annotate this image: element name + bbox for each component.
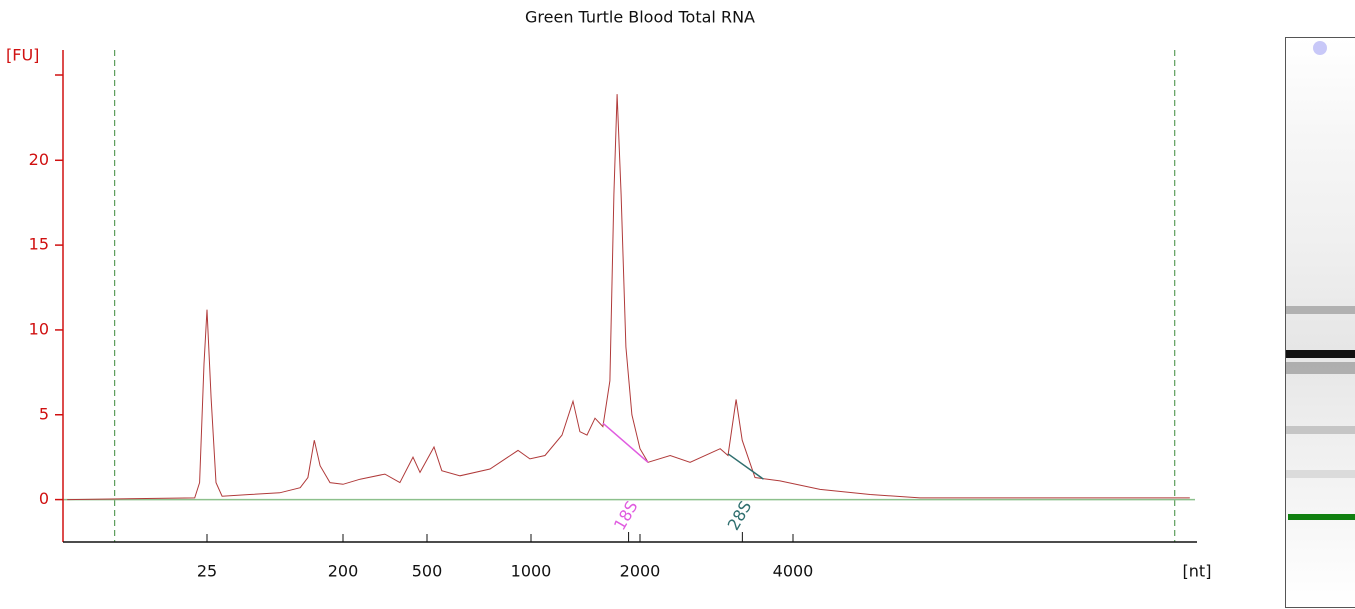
- x-tick-label: 4000: [773, 562, 814, 581]
- chart-title: Green Turtle Blood Total RNA: [525, 8, 755, 27]
- fragment-baseline: [602, 422, 649, 463]
- gel-lane: [1285, 37, 1355, 608]
- y-tick-label: 10: [29, 319, 49, 338]
- y-axis-label: [FU]: [6, 46, 39, 65]
- x-tick-label: 2000: [620, 562, 661, 581]
- x-axis-label: [nt]: [1183, 562, 1212, 581]
- y-tick-label: 20: [29, 150, 49, 169]
- fragment-label: 18S: [610, 498, 642, 534]
- y-tick-label: 0: [39, 489, 49, 508]
- x-tick-label: 500: [412, 562, 443, 581]
- y-tick-label: 15: [29, 235, 49, 254]
- fragment-label: 28S: [724, 498, 756, 534]
- y-tick-label: 5: [39, 404, 49, 423]
- x-tick-label: 200: [328, 562, 359, 581]
- fragment-baseline: [727, 453, 764, 480]
- trace: [67, 94, 1190, 501]
- x-tick-label: 25: [197, 562, 217, 581]
- x-tick-label: 1000: [511, 562, 552, 581]
